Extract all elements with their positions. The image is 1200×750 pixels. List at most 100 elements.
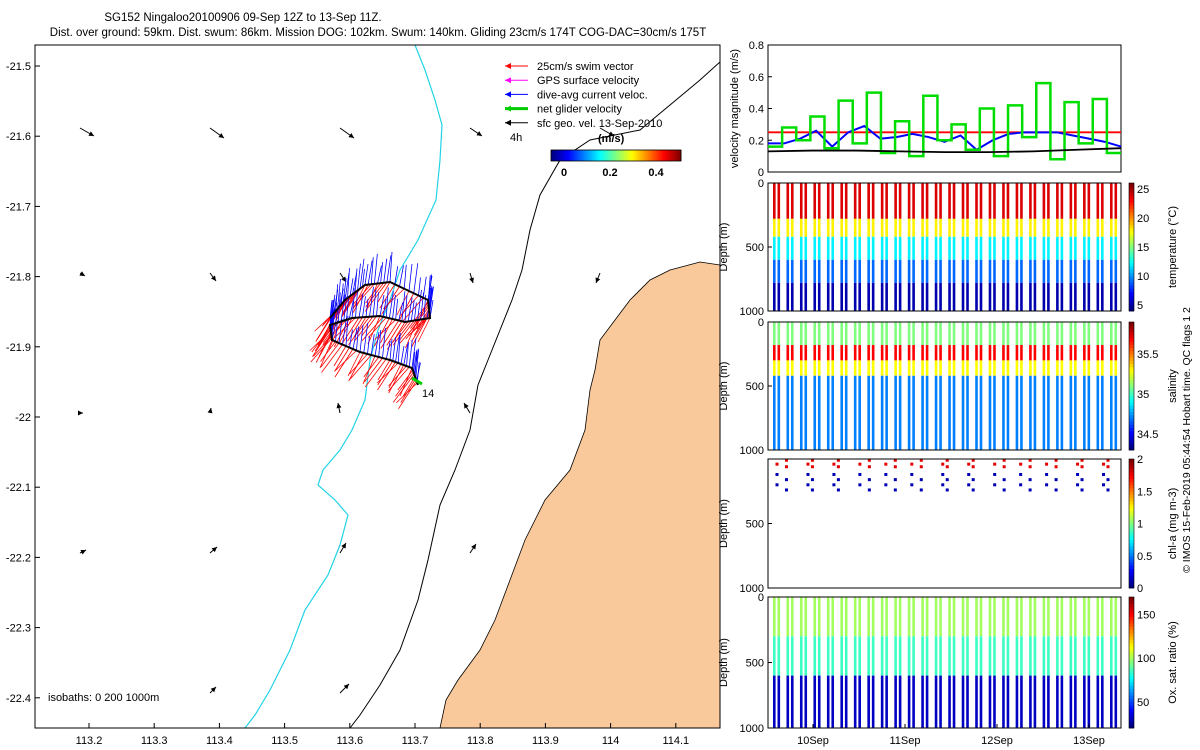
section-colorbar-segment (1129, 708, 1134, 713)
profile-downcast (867, 345, 870, 361)
profile-downcast (1015, 259, 1019, 283)
profile-upcast (1020, 636, 1023, 676)
profile-downcast (880, 218, 884, 237)
current-vector (408, 263, 413, 292)
profile-upcast (777, 345, 781, 361)
current-vector (392, 336, 397, 362)
profile-upcast (871, 282, 875, 311)
profile-downcast (786, 236, 790, 260)
current-vector (343, 296, 348, 321)
profile-upcast (804, 183, 808, 219)
section-colorbar-segment (1129, 440, 1134, 444)
colorbar-segment (559, 150, 562, 161)
section-colorbar-segment (1129, 520, 1134, 524)
geo-arrow-head (88, 131, 94, 136)
time-scale-label: 4h (510, 132, 522, 144)
colorbar-segment (567, 150, 570, 161)
section-colorbar-segment (1129, 575, 1134, 579)
section-colorbar-segment (1129, 379, 1134, 384)
profile-downcast (1096, 322, 1100, 346)
profile-downcast (934, 218, 938, 237)
profile-downcast (773, 375, 776, 450)
profile-downcast (1042, 322, 1046, 346)
swim-vector (334, 348, 354, 378)
colorbar-segment (676, 150, 680, 161)
current-vector (342, 317, 347, 345)
profile-upcast (831, 183, 835, 219)
current-vector (415, 348, 420, 379)
colorbar-segment (654, 150, 658, 161)
profile-upcast (817, 183, 821, 219)
colorbar-segment (620, 150, 623, 161)
profile-downcast (934, 322, 938, 346)
profile-downcast (948, 183, 951, 219)
swim-vector (365, 282, 385, 307)
profile-upcast (898, 218, 902, 237)
chl-sample (919, 478, 923, 482)
profile-downcast (1056, 675, 1059, 728)
chl-sample (1002, 459, 1006, 462)
current-vector (413, 263, 419, 294)
profile-upcast (777, 236, 781, 260)
profile-downcast (786, 183, 790, 219)
lon-tick-label: 113.8 (467, 735, 494, 747)
section-colorbar-segment (1129, 616, 1134, 621)
profile-upcast (1006, 636, 1010, 676)
profile-upcast (804, 259, 808, 283)
chl-sample (836, 459, 840, 462)
section-colorbar-segment (1129, 202, 1134, 206)
section-colorbar-frame (1128, 596, 1135, 729)
swim-vector (388, 364, 405, 394)
profile-downcast (1029, 183, 1032, 219)
profile-downcast (799, 259, 803, 283)
lon-tick-label: 113.2 (76, 735, 103, 747)
section-xtick-label: 11Sep (890, 735, 921, 747)
lat-tick-label: -21.7 (6, 201, 31, 213)
section-colorbar-segment (1129, 682, 1134, 686)
profile-downcast (948, 597, 951, 637)
profile-downcast (1083, 322, 1086, 346)
swim-vector (320, 341, 336, 362)
lon-tick-label: 114.1 (662, 735, 689, 747)
current-vector (400, 345, 405, 365)
profile-upcast (979, 675, 983, 728)
profile-upcast (1020, 259, 1023, 283)
section-colorbar-segment (1129, 272, 1134, 277)
current-vector (385, 340, 391, 360)
profile-downcast (853, 322, 857, 346)
profile-downcast (1042, 345, 1046, 361)
profile-downcast (1096, 375, 1100, 450)
section-colorbar-segment (1129, 398, 1134, 403)
profile-downcast (894, 218, 897, 237)
profile-downcast (1069, 282, 1073, 311)
profile-downcast (907, 183, 911, 219)
profile-upcast (993, 282, 996, 311)
profile-upcast (871, 322, 875, 346)
section-xtick-label: 13Sep (1073, 735, 1105, 747)
profile-upcast (1060, 597, 1064, 637)
section-colorbar-tick-label: 5 (1137, 300, 1143, 312)
current-vector (394, 266, 399, 285)
swim-vector (377, 359, 391, 381)
section-colorbar-segment (1129, 344, 1134, 348)
colorbar-segment (583, 150, 586, 161)
profile-upcast (871, 597, 875, 637)
lat-tick-label: -22.2 (6, 552, 31, 564)
swim-vector (314, 326, 331, 352)
profile-downcast (921, 597, 924, 637)
profile-downcast (961, 236, 965, 260)
section-colorbar-segment (1129, 533, 1134, 537)
profile-downcast (1069, 236, 1073, 260)
current-vector (376, 292, 379, 317)
colorbar-segment (624, 150, 627, 161)
lon-tick-label: 113.9 (532, 735, 559, 747)
profile-downcast (853, 597, 857, 637)
profile-upcast (912, 259, 915, 283)
profile-upcast (804, 282, 808, 311)
geo-arrow-head (79, 271, 85, 276)
profile-upcast (912, 636, 915, 676)
profile-upcast (1060, 360, 1064, 376)
section-background (768, 459, 1121, 588)
profile-upcast (993, 345, 996, 361)
chl-sample (1054, 459, 1058, 462)
